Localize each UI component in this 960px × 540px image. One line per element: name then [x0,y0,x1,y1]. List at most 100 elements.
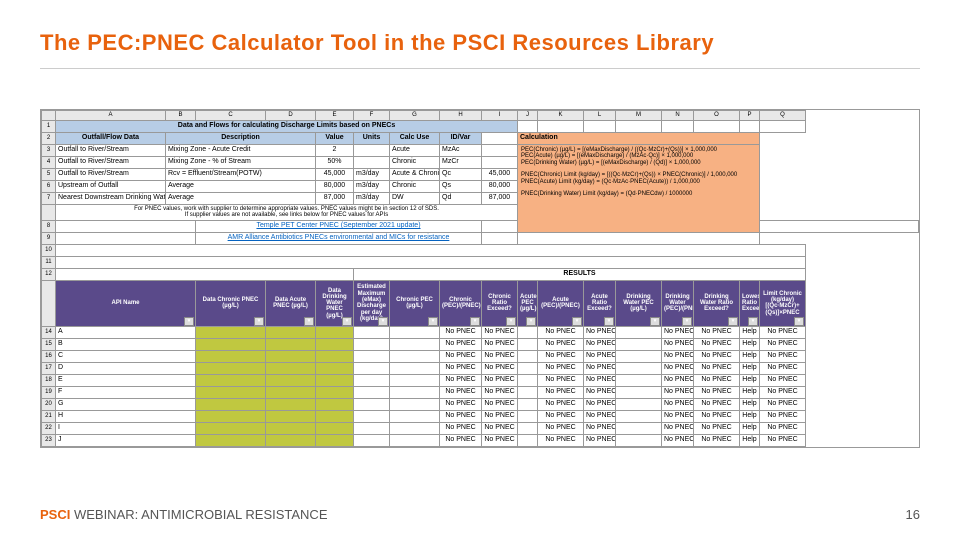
acute-pnec-input[interactable] [266,326,316,338]
footer-text: WEBINAR: ANTIMICROBIAL RESISTANCE [70,507,327,522]
dw-pnec-input[interactable] [316,374,354,386]
acute-pnec-input[interactable] [266,434,316,446]
api-name: G [56,398,196,410]
col-header-15[interactable]: Limit Chronic (kg/day) [(Qc·MzCr)+(Qs)]×… [760,280,806,326]
api-name: F [56,386,196,398]
col-header-0[interactable]: API Name [56,280,196,326]
link-amr[interactable]: AMR Alliance Antibiotics PNECs environme… [196,232,482,244]
emax-cell [354,326,390,338]
api-name: D [56,362,196,374]
acute-pnec-input[interactable] [266,350,316,362]
idvar-cell: Qd [440,193,482,205]
desc-cell: Mixing Zone - Acute Credit [166,145,316,157]
col-header-1[interactable]: Data Chronic PNEC (µg/L) [196,280,266,326]
divider [40,68,920,69]
calcuse-cell: Acute [390,145,440,157]
dw-pnec-input[interactable] [316,326,354,338]
calcuse-cell: Chronic [390,157,440,169]
api-name: C [56,350,196,362]
section-title: Data and Flows for calculating Discharge… [56,121,518,133]
col-header-2[interactable]: Data Acute PNEC (µg/L) [266,280,316,326]
dw-pnec-input[interactable] [316,362,354,374]
acute-pnec-input[interactable] [266,398,316,410]
desc-cell: Average [166,193,316,205]
desc-cell: Rcv = Effluent/Stream(POTW) [166,169,316,181]
dw-pnec-input[interactable] [316,434,354,446]
col-header-5[interactable]: Chronic PEC (µg/L) [390,280,440,326]
calcuse-cell: DW [390,193,440,205]
chronic-pnec-input[interactable] [196,338,266,350]
chronic-pnec-input[interactable] [196,410,266,422]
emax-cell [354,410,390,422]
link-temple[interactable]: Temple PET Center PNEC (September 2021 u… [196,220,482,232]
chronic-pnec-input[interactable] [196,422,266,434]
col-header-3[interactable]: Data Drinking Water PNEC (µg/L) [316,280,354,326]
acute-pnec-input[interactable] [266,422,316,434]
units-cell [354,157,390,169]
units-cell: m3/day [354,181,390,193]
col-header-6[interactable]: Chronic (PEC)/(PNEC) [440,280,482,326]
dw-pnec-input[interactable] [316,386,354,398]
chronic-pnec-input[interactable] [196,362,266,374]
emax-cell [354,398,390,410]
value-cell: 50% [316,157,354,169]
col-header-9[interactable]: Acute (PEC)/(PNEC) [538,280,584,326]
dw-pnec-input[interactable] [316,350,354,362]
emax-cell [354,422,390,434]
results-bar: RESULTS [354,268,806,280]
acute-pnec-input[interactable] [266,338,316,350]
acute-pnec-input[interactable] [266,362,316,374]
value-cell: 2 [316,145,354,157]
chronic-pnec-input[interactable] [196,326,266,338]
row-head: 1 [42,121,56,133]
col-head: M [616,111,662,121]
emax-cell [354,434,390,446]
col-header-10[interactable]: Acute Ratio Exceed? [584,280,616,326]
units-cell [354,145,390,157]
chronic-pnec-input[interactable] [196,374,266,386]
outfall-cell: Outfall to River/Stream [56,157,166,169]
col-head: Q [760,111,806,121]
calc-box: PEC(Chronic) (µg/L) = [(eMaxDischarge) /… [518,145,760,233]
dw-pnec-input[interactable] [316,422,354,434]
col-header-7[interactable]: Chronic Ratio Exceed? [482,280,518,326]
hdr-outfall: Outfall/Flow Data [56,133,166,145]
spreadsheet: ABCDEFGHIJKLMNOPQ1Data and Flows for cal… [40,109,920,448]
hdr-idvar: ID/Var [440,133,482,145]
col-head: D [266,111,316,121]
col-header-8[interactable]: Acute PEC (µg/L) [518,280,538,326]
acute-pnec-input[interactable] [266,374,316,386]
col-header-12[interactable]: Drinking Water (PEC)/(PNEC) [662,280,694,326]
emax-cell [354,374,390,386]
corner-cell [42,111,56,121]
dw-pnec-input[interactable] [316,410,354,422]
emax-cell [354,350,390,362]
desc-cell: Mixing Zone - % of Stream [166,157,316,169]
chronic-pnec-input[interactable] [196,398,266,410]
emax-cell [354,338,390,350]
col-header-11[interactable]: Drinking Water PEC (µg/L) [616,280,662,326]
chronic-pnec-input[interactable] [196,386,266,398]
acute-pnec-input[interactable] [266,386,316,398]
col-head: L [584,111,616,121]
col-header-4[interactable]: Estimated Maximum (eMax) Discharge per d… [354,280,390,326]
dw-pnec-input[interactable] [316,398,354,410]
chronic-pnec-input[interactable] [196,434,266,446]
dw-pnec-input[interactable] [316,338,354,350]
hdr-units: Units [354,133,390,145]
acute-pnec-input[interactable] [266,410,316,422]
api-name: H [56,410,196,422]
value-cell: 80,000 [316,181,354,193]
outfall-cell: Outfall to River/Stream [56,145,166,157]
idvar-cell: MzAc [440,145,482,157]
chronic-pnec-input[interactable] [196,350,266,362]
col-header-14[interactable]: Lowest Ratio Exceed? [740,280,760,326]
col-head: A [56,111,166,121]
slide-title: The PEC:PNEC Calculator Tool in the PSCI… [40,30,920,56]
hdr-calcuse: Calc Use [390,133,440,145]
api-name: J [56,434,196,446]
footer-left: PSCI WEBINAR: ANTIMICROBIAL RESISTANCE [40,507,328,522]
col-header-13[interactable]: Drinking Water Ratio Exceed? [694,280,740,326]
desc-cell: Average [166,181,316,193]
emax-cell [354,362,390,374]
